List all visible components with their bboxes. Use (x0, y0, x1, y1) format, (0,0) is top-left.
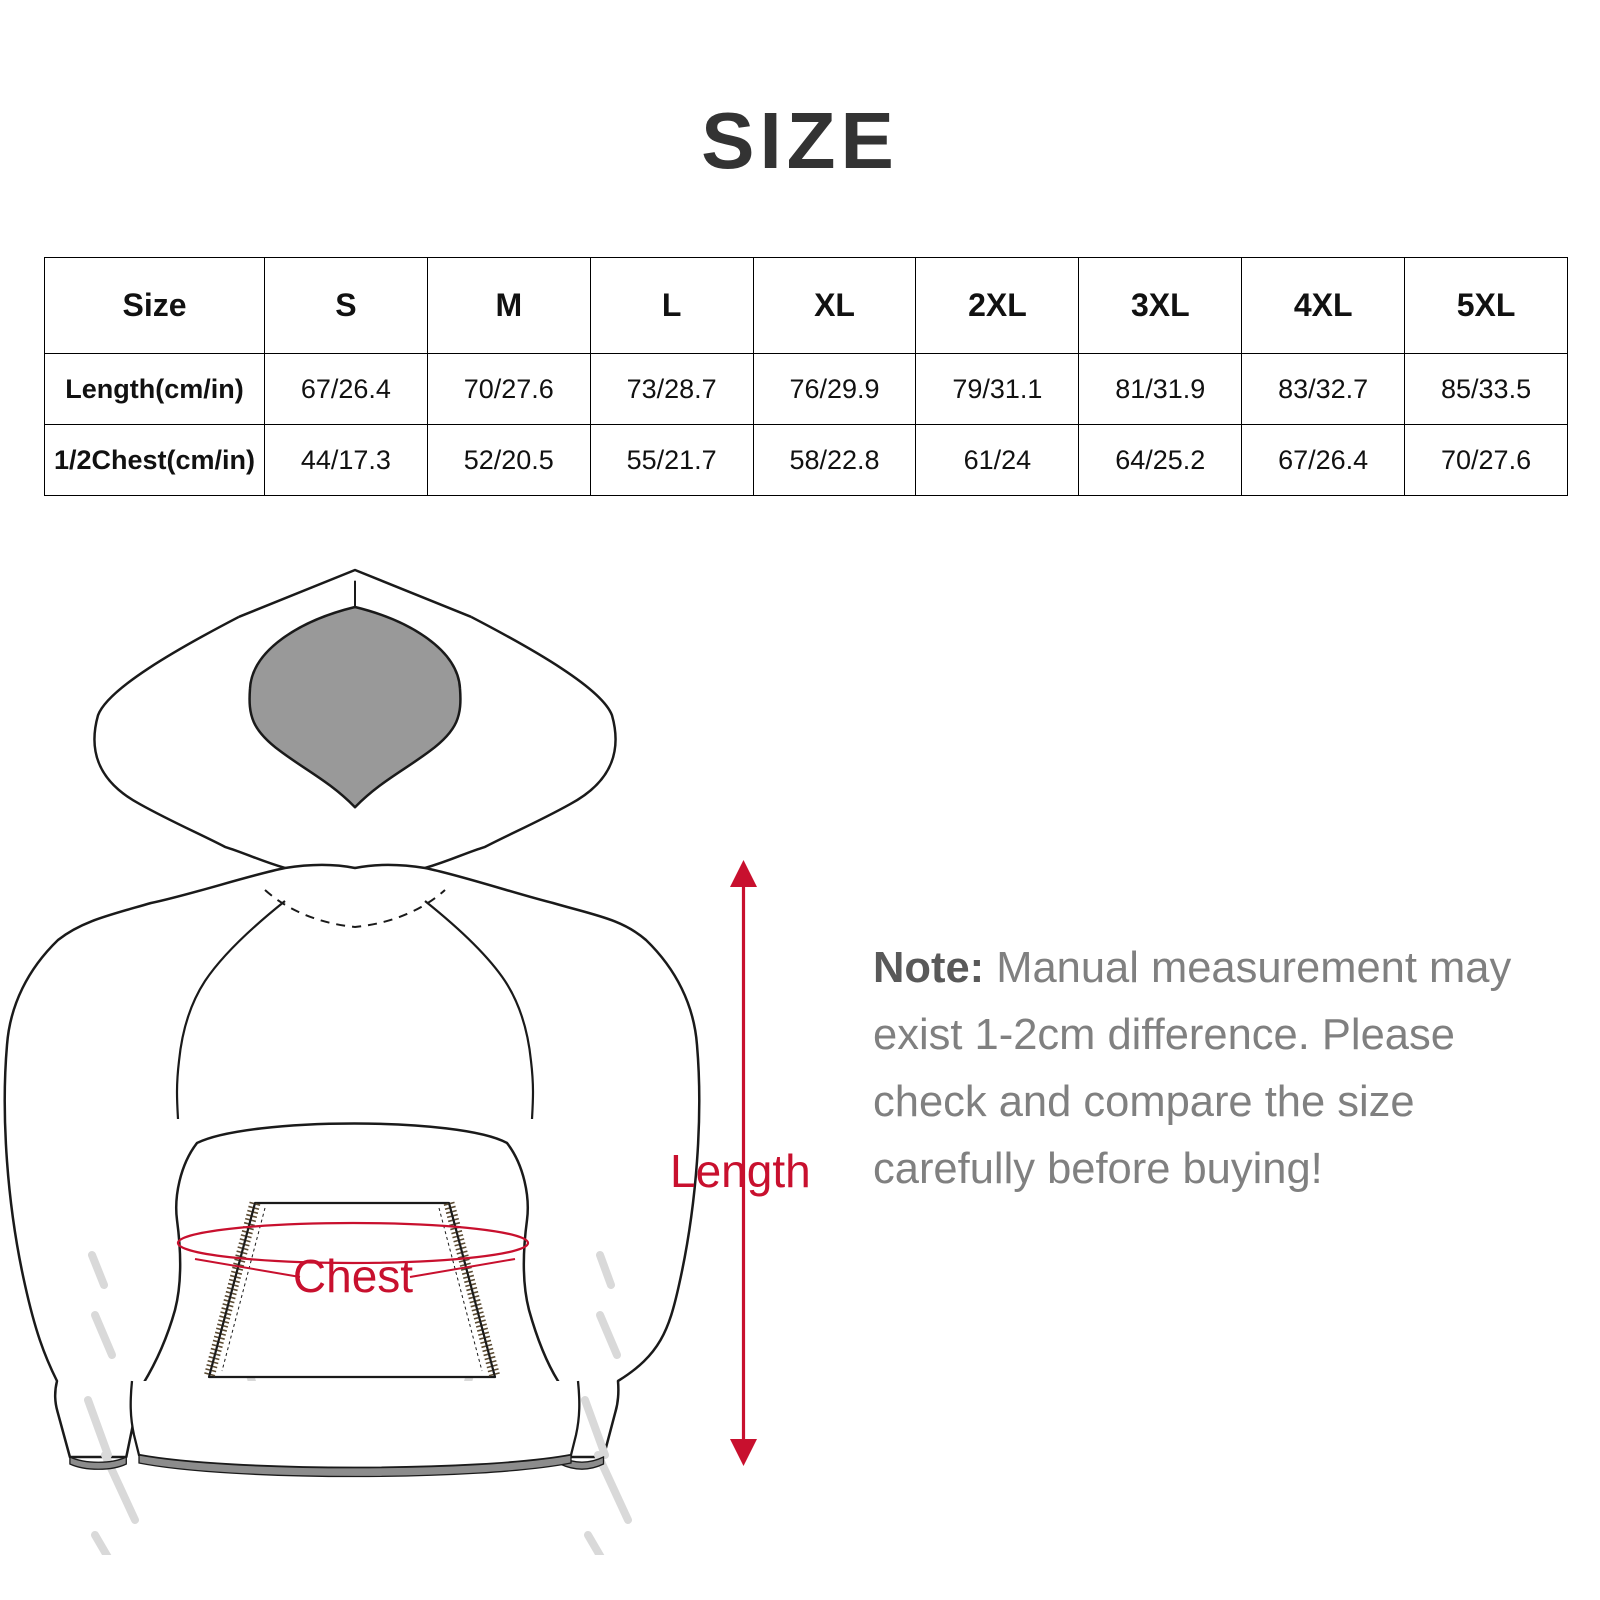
svg-text:Length: Length (670, 1145, 811, 1197)
svg-text:Chest: Chest (293, 1250, 413, 1302)
